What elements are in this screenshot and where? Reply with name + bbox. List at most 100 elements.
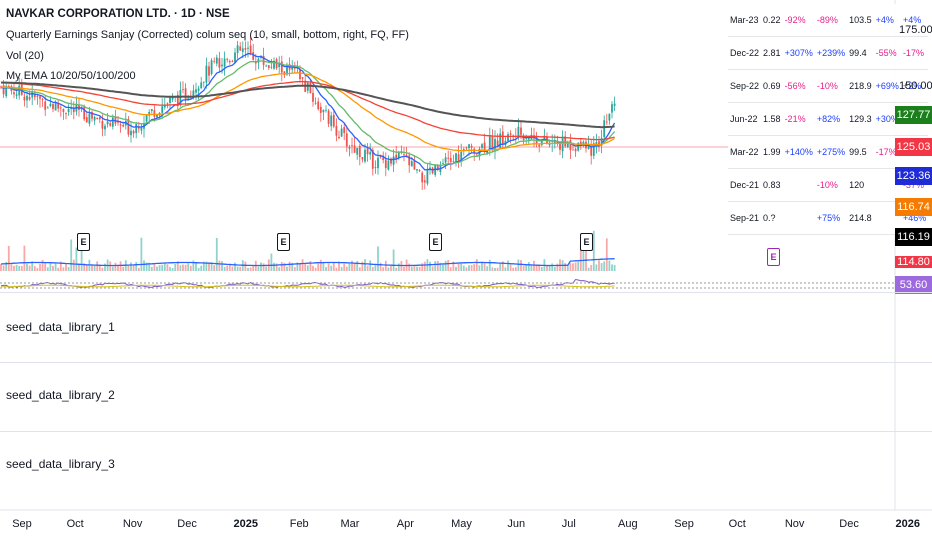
candle-body xyxy=(356,147,359,155)
volume-bar xyxy=(231,266,234,271)
candle-body xyxy=(78,104,80,110)
candle xyxy=(361,156,364,163)
candle-body xyxy=(62,109,65,112)
candle xyxy=(228,59,231,65)
earnings-marker-3[interactable]: E xyxy=(429,233,442,251)
candle xyxy=(127,116,130,137)
pane-separator-2[interactable] xyxy=(0,362,932,363)
volume-bar xyxy=(93,265,96,271)
volume-bar xyxy=(127,265,130,271)
volume-bar xyxy=(530,264,533,271)
candle-body xyxy=(33,93,36,98)
candle xyxy=(473,147,476,161)
volume-bar xyxy=(62,267,65,271)
volume-bar xyxy=(465,267,468,271)
volume-bar xyxy=(145,262,148,271)
earnings-cell-sales: 218.9 xyxy=(847,69,874,103)
volume-bar xyxy=(54,262,57,271)
candle-body xyxy=(106,121,109,125)
volume-bar xyxy=(553,266,556,271)
earnings-cell-eps: 0.? xyxy=(761,201,783,235)
earnings-cell-eps: 0.22 xyxy=(761,4,783,37)
candle xyxy=(330,111,333,132)
price-tag-ema200: 116.19 xyxy=(895,228,932,246)
volume-bar xyxy=(72,259,75,271)
candle-body xyxy=(231,61,234,63)
price-tick-150: 150.00 xyxy=(899,80,932,92)
candle xyxy=(13,83,15,99)
candle-body xyxy=(119,124,122,126)
volume-bar xyxy=(163,262,166,271)
candle xyxy=(338,130,340,140)
pane-separator-1[interactable] xyxy=(0,292,932,293)
volume-bar xyxy=(288,261,291,271)
candle xyxy=(109,121,112,127)
candle-body xyxy=(379,156,382,158)
volume-bar xyxy=(452,261,455,271)
time-tick-2026: 2026 xyxy=(895,518,920,530)
candle xyxy=(200,76,203,90)
candle-body xyxy=(26,95,28,101)
candle-body xyxy=(132,130,135,134)
earnings-cell-c4: +4% xyxy=(900,4,929,37)
volume-bar xyxy=(218,260,221,271)
candle-body xyxy=(364,149,366,162)
candle-body xyxy=(283,71,286,75)
volume-bar xyxy=(179,265,182,271)
candle-body xyxy=(122,124,125,127)
pane-separator-3[interactable] xyxy=(0,431,932,432)
candle xyxy=(67,104,70,116)
indicator-label-ema[interactable]: My EMA 10/20/50/100/200 xyxy=(6,70,136,82)
earnings-marker-2[interactable]: E xyxy=(277,233,290,251)
ema10-line xyxy=(0,52,616,171)
volume-bar xyxy=(468,265,470,271)
candle xyxy=(470,143,473,153)
candle xyxy=(590,139,593,165)
volume-bar xyxy=(449,267,452,271)
earnings-cell-c1 xyxy=(782,201,815,235)
earnings-cell-eps: 1.99 xyxy=(761,135,783,169)
volume-bar xyxy=(351,260,353,271)
ema20-line xyxy=(0,60,616,166)
candle xyxy=(421,170,424,190)
candle-body xyxy=(28,96,31,100)
volume-bar xyxy=(325,267,327,271)
volume-bar xyxy=(611,264,613,271)
volume-bar xyxy=(517,259,520,271)
candle-body xyxy=(291,67,294,70)
candle-body xyxy=(595,142,598,145)
candle-body xyxy=(325,109,327,111)
volume-bar xyxy=(46,267,49,271)
earnings-cell-c2: -89% xyxy=(814,4,848,37)
earnings-marker-1[interactable]: E xyxy=(77,233,90,251)
candle-body xyxy=(221,64,223,67)
candle xyxy=(491,129,494,152)
volume-bar xyxy=(96,261,99,271)
candle-body xyxy=(566,141,569,147)
volume-bar xyxy=(70,239,73,271)
volume-bar xyxy=(166,264,169,271)
candle xyxy=(319,102,322,122)
candle-body xyxy=(88,113,91,124)
earnings-marker-4[interactable]: E xyxy=(580,233,593,251)
candle-body xyxy=(163,104,166,108)
earnings-cell-q: Sep-22 xyxy=(728,69,762,103)
candle-body xyxy=(543,135,546,140)
candle-body xyxy=(301,77,304,79)
indicator-label-earnings[interactable]: Quarterly Earnings Sanjay (Corrected) co… xyxy=(6,29,409,41)
candle-body xyxy=(397,152,400,159)
candle xyxy=(522,133,525,145)
indicator-label-volume[interactable]: Vol (20) xyxy=(6,50,44,62)
volume-bar xyxy=(387,267,390,271)
candle-body xyxy=(153,110,156,117)
candle-body xyxy=(522,136,525,141)
earnings-table-marker[interactable]: E xyxy=(767,248,780,266)
earnings-row: Sep-22 0.69 -56% -10% 218.9 +69% +2% xyxy=(728,69,929,103)
candle-body xyxy=(59,107,62,109)
candle xyxy=(369,143,372,160)
price-tag-ema10: 127.77 xyxy=(895,106,932,124)
candle-body xyxy=(127,119,130,135)
candle-body xyxy=(449,158,452,162)
candle xyxy=(226,57,229,63)
